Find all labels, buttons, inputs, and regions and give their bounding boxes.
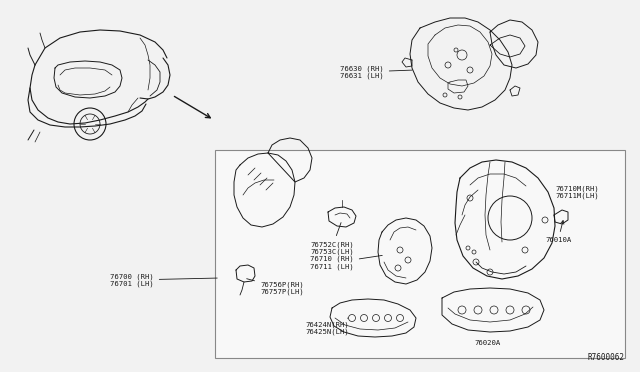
Text: 76020A: 76020A: [475, 340, 501, 346]
Text: 76700 (RH)
76701 (LH): 76700 (RH) 76701 (LH): [110, 273, 217, 287]
Text: 76710 (RH)
76711 (LH): 76710 (RH) 76711 (LH): [310, 256, 382, 270]
Text: R7600062: R7600062: [588, 353, 625, 362]
Text: 76630 (RH)
76631 (LH): 76630 (RH) 76631 (LH): [340, 65, 412, 79]
Text: 76752C(RH)
76753C(LH): 76752C(RH) 76753C(LH): [310, 222, 354, 255]
Bar: [215, 150, 625, 358]
Text: 76756P(RH)
76757P(LH): 76756P(RH) 76757P(LH): [246, 279, 304, 295]
Text: 76010A: 76010A: [545, 221, 572, 243]
Text: 76710M(RH)
76711M(LH): 76710M(RH) 76711M(LH): [555, 185, 599, 199]
Text: 76424N(RH)
76425N(LH): 76424N(RH) 76425N(LH): [305, 318, 349, 335]
